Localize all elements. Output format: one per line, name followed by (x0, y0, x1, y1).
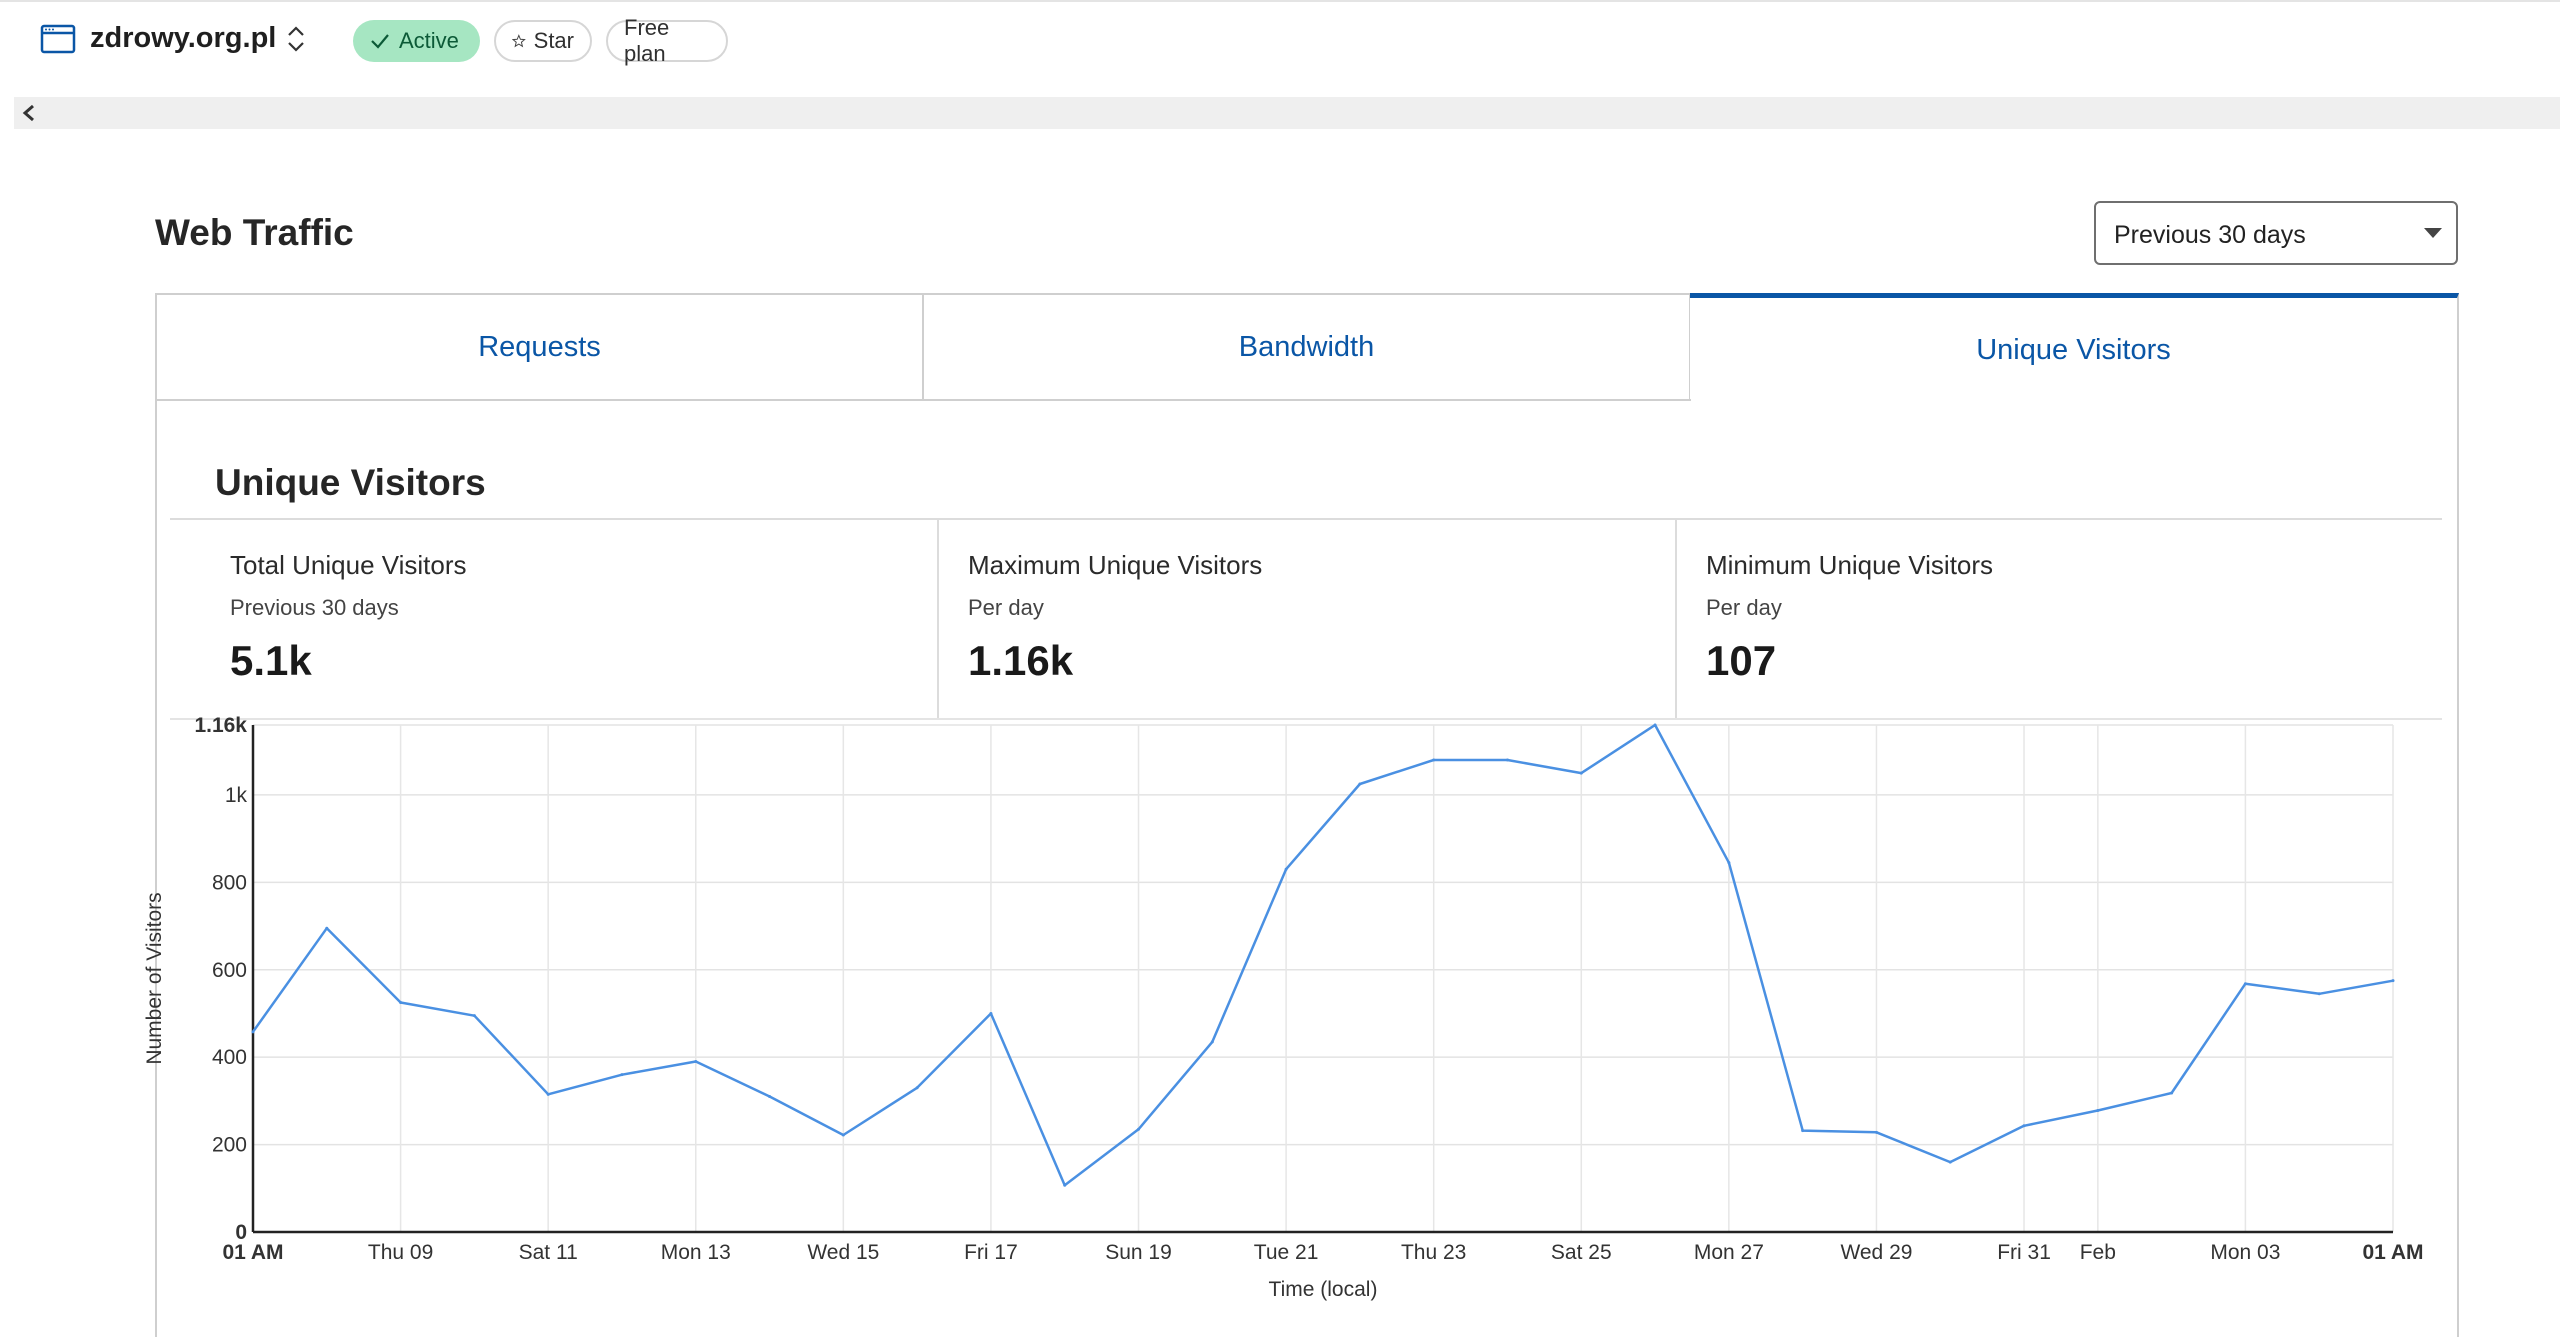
data-point[interactable] (694, 1060, 698, 1064)
stat-label: Total Unique Visitors (230, 550, 467, 580)
collapse-bar[interactable] (14, 97, 2560, 129)
divider (1675, 520, 1677, 720)
x-tick-label: Sat 11 (519, 1241, 578, 1264)
data-point[interactable] (251, 1030, 255, 1034)
divider (937, 520, 939, 720)
x-tick-label: 01 AM (2362, 1241, 2423, 1264)
data-point[interactable] (915, 1086, 919, 1090)
panel-title: Unique Visitors (215, 462, 486, 503)
tab-label: Unique Visitors (1976, 334, 2171, 366)
data-point[interactable] (1579, 771, 1583, 775)
caret-down-icon (2424, 228, 2442, 238)
data-point[interactable] (2170, 1091, 2174, 1095)
data-point[interactable] (1874, 1130, 1878, 1134)
data-point[interactable] (1727, 861, 1731, 865)
y-tick-label: 1k (225, 784, 248, 807)
data-point[interactable] (2022, 1124, 2026, 1128)
tab-label: Requests (478, 330, 601, 363)
period-select[interactable]: Previous 30 days (2094, 201, 2458, 265)
status-badge: Active (353, 20, 480, 62)
y-tick-label: 600 (212, 959, 247, 982)
data-point[interactable] (1063, 1183, 1067, 1187)
y-tick-label: 800 (212, 871, 247, 894)
stat-sub: Previous 30 days (230, 595, 399, 620)
x-tick-label: Wed 15 (807, 1241, 879, 1264)
traffic-panel (155, 293, 2459, 1337)
x-tick-label: Wed 29 (1840, 1241, 1912, 1264)
x-tick-label: 01 AM (222, 1241, 283, 1264)
star-button[interactable]: Star (494, 20, 592, 62)
plan-badge[interactable]: Free plan (606, 15, 728, 66)
page-title: Web Traffic (155, 212, 354, 253)
period-select-value: Previous 30 days (2114, 221, 2306, 249)
data-point[interactable] (1653, 723, 1657, 727)
plan-label: Free plan (624, 15, 670, 66)
y-tick-label: 1.16k (194, 715, 247, 737)
unique-visitors-chart: 0 200 400 600 800 1k 1.16k 01 AM Thu 09 Sat 11 Mon… (143, 715, 2424, 1301)
x-tick-label: Mon 27 (1694, 1241, 1764, 1264)
divider (170, 718, 2442, 720)
data-point[interactable] (1948, 1160, 1952, 1164)
chevron-left-icon[interactable] (20, 102, 38, 124)
x-tick-label: Feb (2080, 1241, 2116, 1264)
y-tick-label: 400 (212, 1046, 247, 1069)
stat-sub: Per day (1706, 595, 1782, 620)
data-point[interactable] (1432, 758, 1436, 762)
stat-value: 107 (1706, 637, 1777, 684)
top-header (0, 0, 2560, 80)
data-point[interactable] (546, 1092, 550, 1096)
chevron-up-down-icon[interactable] (285, 22, 307, 56)
data-point[interactable] (1137, 1127, 1141, 1131)
tab-requests[interactable]: Requests (155, 293, 924, 401)
stat-label: Maximum Unique Visitors (968, 550, 1263, 580)
y-axis-title: Number of Visitors (143, 892, 166, 1064)
x-tick-label: Fri 17 (964, 1241, 1018, 1264)
x-tick-label: Mon 13 (661, 1241, 731, 1264)
x-tick-label: Thu 09 (368, 1241, 433, 1264)
data-point[interactable] (768, 1095, 772, 1099)
stat-value: 5.1k (230, 637, 312, 684)
y-tick-label: 200 (212, 1134, 247, 1157)
tab-bandwidth[interactable]: Bandwidth (922, 293, 1691, 401)
x-tick-label: Mon 03 (2210, 1241, 2280, 1264)
data-point[interactable] (325, 926, 329, 930)
data-point[interactable] (399, 1001, 403, 1005)
stat-total-unique-visitors: Total Unique Visitors Previous 30 days 5… (230, 550, 467, 685)
stat-label: Minimum Unique Visitors (1706, 550, 1994, 580)
tab-unique-visitors[interactable]: Unique Visitors (1690, 293, 2459, 399)
divider (170, 518, 2442, 520)
check-icon (371, 34, 389, 49)
x-tick-label: Fri 31 (1997, 1241, 2051, 1264)
series-line (251, 723, 2394, 1187)
stat-maximum-unique-visitors: Maximum Unique Visitors Per day 1.16k (968, 550, 1262, 685)
data-point[interactable] (1505, 758, 1509, 762)
stat-sub: Per day (968, 595, 1044, 620)
tab-label: Bandwidth (1238, 330, 1375, 363)
stat-minimum-unique-visitors: Minimum Unique Visitors Per day 107 (1706, 550, 1993, 685)
star-icon (512, 34, 526, 48)
browser-window-icon (40, 24, 76, 54)
x-tick-label: Sat 25 (1551, 1241, 1612, 1264)
data-point[interactable] (472, 1014, 476, 1018)
data-point[interactable] (1801, 1129, 1805, 1133)
data-point[interactable] (2391, 979, 2395, 983)
data-point[interactable] (2096, 1108, 2100, 1112)
status-label: Active (399, 28, 459, 53)
x-tick-label: Sun 19 (1105, 1241, 1172, 1264)
stat-value: 1.16k (968, 637, 1074, 684)
data-point[interactable] (1284, 867, 1288, 871)
data-point[interactable] (1358, 782, 1362, 786)
site-name: zdrowy.org.pl (90, 22, 277, 54)
x-axis-title: Time (local) (1269, 1278, 1378, 1301)
x-tick-label: Tue 21 (1254, 1241, 1319, 1264)
data-point[interactable] (1210, 1040, 1214, 1044)
data-point[interactable] (989, 1011, 993, 1015)
x-tick-label: Thu 23 (1401, 1241, 1466, 1264)
star-label: Star (533, 28, 574, 53)
data-point[interactable] (2243, 982, 2247, 986)
y-tick-label: 0 (235, 1221, 247, 1244)
data-point[interactable] (620, 1073, 624, 1077)
data-point[interactable] (841, 1133, 845, 1137)
data-point[interactable] (2317, 992, 2321, 996)
